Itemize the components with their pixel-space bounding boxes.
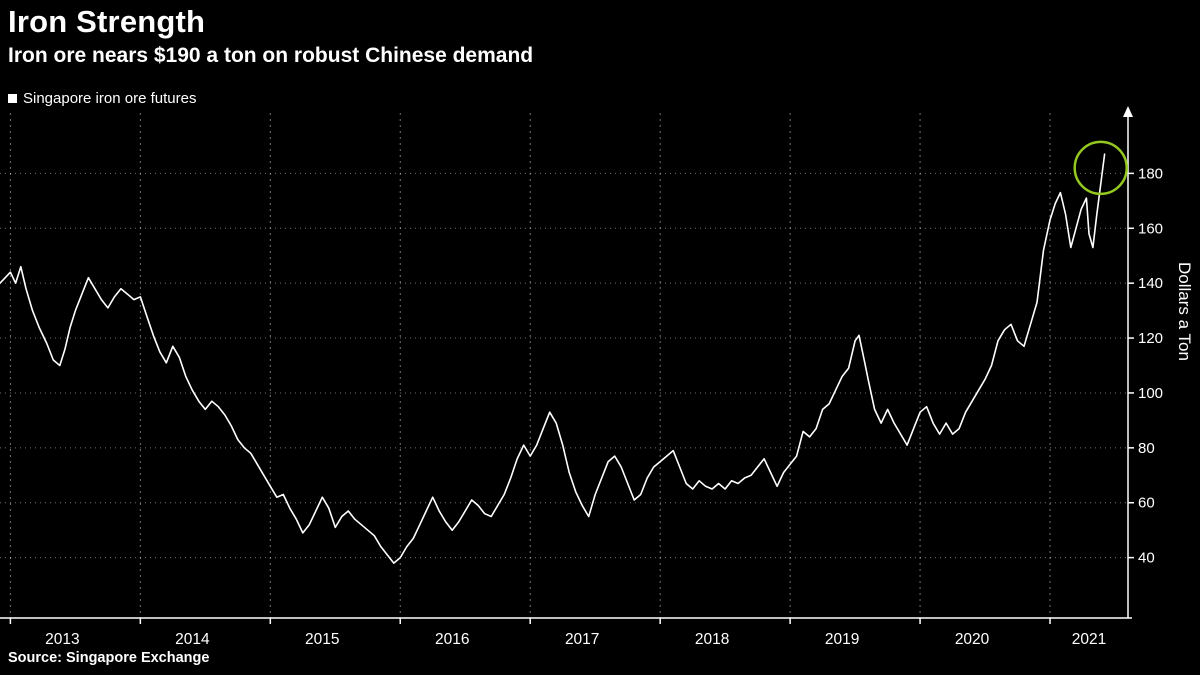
price-line <box>0 153 1106 564</box>
y-tick-label: 60 <box>1138 495 1155 512</box>
x-tick-label: 2020 <box>955 631 990 648</box>
chart-area: 40 60 80 100 120 140 160 180 2013 2014 2015 2016 201… <box>0 105 1200 650</box>
y-tick-label: 140 <box>1138 275 1163 292</box>
legend: Singapore iron ore futures <box>8 90 196 107</box>
x-tick-label: 2019 <box>825 631 859 648</box>
y-axis-title: Dollars a Ton <box>1175 262 1194 361</box>
y-tick-label: 40 <box>1138 550 1155 567</box>
x-tick-label: 2021 <box>1072 631 1106 648</box>
y-axis-arrow-icon <box>1123 106 1133 117</box>
x-tick-label: 2016 <box>435 631 469 648</box>
axes <box>0 106 1133 619</box>
x-tick-label: 2014 <box>175 631 210 648</box>
y-tick-label: 180 <box>1138 165 1163 182</box>
source-credit: Source: Singapore Exchange <box>8 650 210 666</box>
page-title: Iron Strength <box>8 4 206 39</box>
y-tick-label: 100 <box>1138 385 1163 402</box>
gridlines <box>0 113 1128 618</box>
y-tick-label: 160 <box>1138 220 1163 237</box>
highlight-circle-annotation <box>1073 140 1128 196</box>
x-tick-label: 2015 <box>305 631 339 648</box>
x-tick-label: 2018 <box>695 631 729 648</box>
y-tick-label: 120 <box>1138 330 1163 347</box>
x-tick-label: 2017 <box>565 631 599 648</box>
x-axis-labels: 2013 2014 2015 2016 2017 2018 2019 2020 2021 <box>9 618 1106 648</box>
y-axis-labels: 40 60 80 100 120 140 160 180 <box>1128 165 1163 567</box>
x-tick-label: 2013 <box>45 631 79 648</box>
chart-subtitle: Iron ore nears $190 a ton on robust Chin… <box>8 44 534 67</box>
legend-label: Singapore iron ore futures <box>23 90 197 107</box>
y-tick-label: 80 <box>1138 440 1155 457</box>
legend-swatch-icon <box>8 94 17 103</box>
